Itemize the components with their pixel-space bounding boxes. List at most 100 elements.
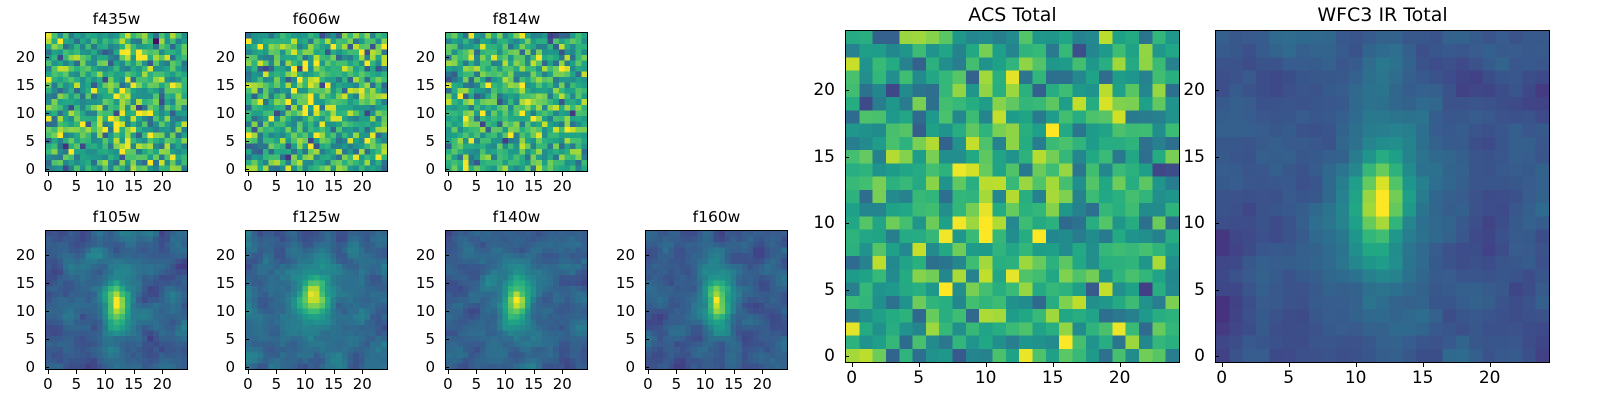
panel-title: f814w [492,10,541,28]
x-tick-label: 20 [152,177,172,195]
x-tick-mark [133,172,135,176]
x-tick-label: 0 [443,375,453,393]
x-tick-label: 15 [124,375,144,393]
y-tick-mark [445,113,449,115]
x-tick-mark [76,172,78,176]
x-tick-label: 5 [471,177,482,195]
x-tick-label: 10 [974,368,997,388]
x-tick-label: 15 [1041,368,1064,388]
y-tick-mark [245,85,249,87]
x-tick-label: 15 [724,375,744,393]
x-tick-mark [505,370,507,374]
y-tick-mark [45,339,49,341]
y-tick-mark [1215,289,1219,291]
x-tick-label: 0 [1216,368,1228,388]
y-axis-ticklabels: 0 5 10 15 20 [9,32,35,178]
y-tick-mark [645,283,649,285]
y-tick-mark [445,311,449,313]
y-tick-label: 15 [215,274,235,293]
y-tick-label: 15 [415,274,435,293]
x-tick-label: 0 [43,177,53,195]
x-tick-mark [562,370,564,374]
y-tick-label: 0 [425,160,435,179]
y-tick-label: 10 [615,302,635,321]
x-tick-mark [918,363,920,367]
panel-title: f125w [292,208,341,226]
x-tick-label: 10 [295,177,315,195]
x-tick-mark [1119,363,1121,367]
x-tick-label: 5 [471,375,482,393]
y-axis-ticklabels: 0 5 10 15 20 [9,230,35,376]
heatmap-image [245,230,388,370]
y-tick-mark [445,85,449,87]
x-tick-label: 20 [1108,368,1131,388]
x-tick-mark [333,370,335,374]
y-tick-label: 0 [1194,346,1205,367]
y-tick-mark [845,223,849,225]
x-tick-mark [447,370,449,374]
y-tick-label: 5 [25,132,35,151]
heatmap-image [445,230,588,370]
heatmap-image [45,230,188,370]
x-tick-mark [1422,363,1424,367]
x-tick-mark [647,370,649,374]
x-tick-label: 0 [443,177,453,195]
y-tick-mark [1215,356,1219,358]
y-tick-mark [245,169,249,171]
y-tick-mark [445,169,449,171]
y-tick-label: 10 [215,104,235,123]
x-tick-label: 0 [243,177,253,195]
y-tick-label: 5 [1194,279,1205,300]
y-tick-label: 5 [824,279,835,300]
panel-f606w: f606w 0 5 10 15 20 0 5 10 15 20 [216,10,388,195]
x-tick-mark [533,172,535,176]
x-tick-mark [333,172,335,176]
y-tick-label: 0 [425,358,435,377]
y-tick-label: 15 [813,146,835,167]
heatmap-image [445,32,588,172]
x-tick-mark [851,363,853,367]
y-tick-mark [1215,223,1219,225]
x-tick-label: 20 [152,375,172,393]
y-tick-label: 20 [813,79,835,100]
y-tick-label: 0 [25,160,35,179]
y-tick-label: 0 [225,160,235,179]
heatmap-image [645,230,788,370]
x-tick-mark [362,370,364,374]
y-tick-mark [445,57,449,59]
y-tick-mark [445,141,449,143]
x-tick-mark [505,172,507,176]
y-tick-label: 0 [824,346,835,367]
y-tick-mark [845,289,849,291]
y-tick-mark [45,255,49,257]
x-tick-label: 15 [324,177,344,195]
x-tick-mark [533,370,535,374]
y-tick-label: 20 [15,48,35,67]
x-tick-mark [762,370,764,374]
y-tick-label: 5 [625,330,635,349]
y-tick-mark [45,113,49,115]
x-axis-ticklabels: 0 5 10 15 20 [443,375,588,397]
y-tick-mark [445,283,449,285]
y-tick-label: 10 [215,302,235,321]
x-tick-label: 10 [95,375,115,393]
x-tick-mark [1052,363,1054,367]
x-tick-label: 10 [695,375,715,393]
panel-title: f606w [292,10,341,28]
y-tick-mark [845,356,849,358]
x-tick-label: 0 [643,375,653,393]
y-tick-label: 20 [415,48,435,67]
x-tick-mark [247,370,249,374]
x-tick-mark [47,172,49,176]
y-tick-label: 10 [813,213,835,234]
y-tick-mark [245,283,249,285]
x-tick-label: 20 [352,177,372,195]
y-tick-mark [45,367,49,369]
x-tick-label: 10 [295,375,315,393]
y-tick-label: 20 [15,246,35,265]
x-tick-label: 15 [524,375,544,393]
y-tick-label: 15 [215,76,235,95]
x-tick-mark [276,370,278,374]
y-tick-label: 10 [415,302,435,321]
y-tick-mark [645,255,649,257]
